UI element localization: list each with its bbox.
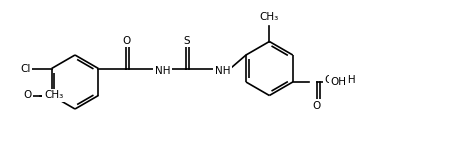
Text: Cl: Cl — [20, 64, 31, 74]
Text: OH: OH — [331, 77, 347, 87]
Text: NH: NH — [155, 66, 170, 76]
Text: O: O — [24, 90, 32, 100]
Text: S: S — [183, 36, 190, 45]
Text: CH₃: CH₃ — [260, 12, 279, 22]
Text: COOH: COOH — [325, 75, 356, 85]
Text: CH₃: CH₃ — [44, 90, 63, 100]
Text: O: O — [122, 36, 130, 45]
Text: O: O — [312, 101, 321, 111]
Text: NH: NH — [215, 66, 230, 76]
